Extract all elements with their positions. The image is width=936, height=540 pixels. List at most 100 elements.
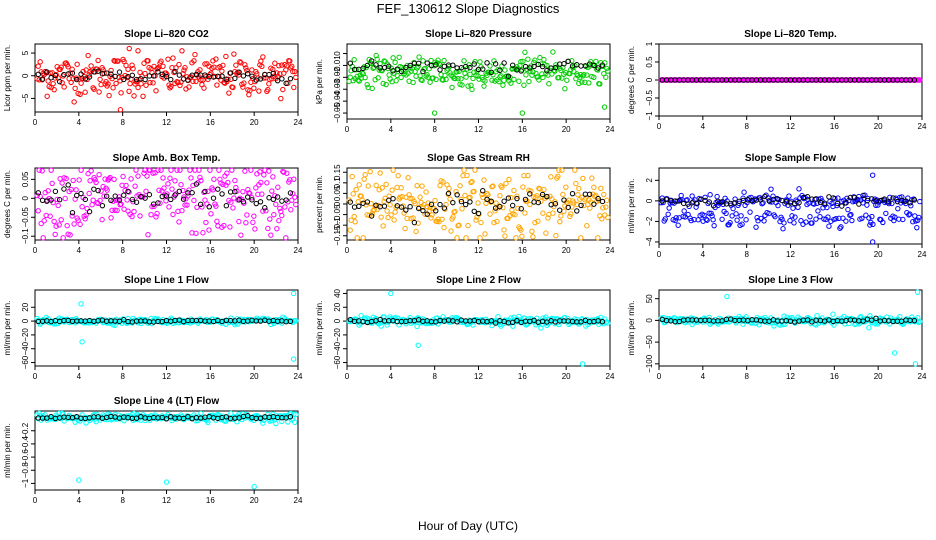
y-tick-label: 0: [645, 198, 654, 203]
data-point: [771, 323, 777, 329]
data-point: [202, 61, 208, 67]
data-point: [391, 217, 397, 223]
data-point: [598, 185, 604, 192]
x-tick-label: 12: [786, 122, 795, 131]
panel-title: Slope Line 3 Flow: [748, 275, 833, 286]
reference-point: [257, 76, 264, 82]
y-tick-label: 2: [645, 178, 654, 183]
data-point: [236, 218, 242, 225]
data-point: [704, 217, 710, 223]
reference-point: [869, 317, 875, 323]
panel-9: Slope Line 4 (LT) Flow ml/min per min. 0 4 8…: [3, 396, 303, 505]
reference-point: [206, 204, 212, 210]
series-points: [34, 290, 299, 362]
data-point: [90, 197, 96, 203]
x-tick-label: 24: [606, 372, 615, 381]
data-point: [564, 77, 570, 83]
data-point: [605, 214, 611, 221]
data-point: [351, 56, 357, 63]
data-point: [410, 215, 416, 221]
series-points: [346, 49, 611, 116]
data-point: [293, 201, 299, 208]
x-tick-label: 20: [874, 372, 883, 381]
y-axis-label: ml/min per min.: [315, 301, 324, 356]
x-tick-label: 8: [120, 372, 125, 381]
data-point: [95, 57, 101, 64]
data-point: [35, 63, 41, 69]
data-point: [112, 58, 118, 64]
y-tick-label: −0.05: [333, 204, 342, 225]
reference-point: [215, 186, 221, 192]
series-points: [34, 410, 299, 490]
data-point: [153, 88, 159, 94]
reference-point: [287, 190, 294, 196]
reference-point: [492, 320, 499, 326]
data-point: [174, 167, 180, 173]
reference-point: [881, 196, 888, 202]
data-point: [415, 63, 421, 70]
panel-5: Slope Sample Flow ml/min per min. 0 4 8 12 16 2…: [627, 153, 927, 259]
data-point: [47, 70, 53, 76]
data-point: [250, 219, 256, 226]
y-tick-label: −20: [333, 328, 342, 342]
reference-point: [544, 193, 550, 200]
x-tick-label: 16: [206, 496, 215, 505]
data-point: [454, 235, 460, 241]
data-point: [172, 178, 178, 184]
data-point: [238, 232, 244, 238]
series-points: [34, 167, 299, 241]
data-point: [347, 74, 353, 80]
reference-point: [420, 207, 426, 214]
reference-point: [454, 319, 460, 325]
outlier-point: [869, 172, 876, 178]
data-point: [471, 188, 477, 195]
data-point: [145, 231, 151, 238]
reference-point: [595, 195, 601, 202]
data-point: [395, 173, 401, 179]
x-tick-label: 24: [294, 246, 303, 255]
data-point: [573, 180, 579, 187]
reference-point: [591, 62, 597, 69]
data-point: [173, 191, 179, 197]
data-point: [226, 90, 232, 96]
data-point: [908, 203, 914, 209]
data-point: [392, 209, 398, 215]
data-point: [148, 211, 154, 218]
reference-point: [403, 207, 409, 213]
x-tick-label: 12: [162, 246, 171, 255]
data-point: [283, 235, 289, 241]
data-point: [508, 194, 514, 201]
data-point: [167, 175, 173, 181]
data-point: [541, 56, 547, 63]
reference-point: [95, 68, 101, 74]
x-tick-label: 16: [518, 372, 527, 381]
panel-title: Slope Line 2 Flow: [436, 275, 521, 286]
data-point: [390, 167, 396, 173]
data-point: [448, 228, 454, 234]
reference-point: [458, 198, 465, 205]
x-tick-label: 16: [830, 372, 839, 381]
data-point: [223, 53, 229, 60]
reference-point: [249, 197, 255, 203]
data-point: [558, 213, 564, 219]
y-tick-label: −0.03: [333, 79, 342, 100]
data-point: [473, 217, 479, 223]
data-point: [157, 200, 163, 206]
x-tick-label: 12: [786, 372, 795, 381]
y-tick-label: 20: [21, 302, 30, 311]
data-point: [456, 222, 462, 228]
reference-point: [830, 195, 836, 201]
data-point: [241, 80, 247, 86]
data-point: [63, 175, 69, 182]
reference-point: [531, 63, 537, 70]
data-point: [666, 205, 672, 211]
data-point: [259, 191, 265, 197]
data-point: [465, 222, 471, 229]
x-tick-label: 4: [77, 118, 82, 127]
data-point: [151, 203, 157, 210]
data-point: [211, 176, 217, 182]
x-tick-label: 12: [474, 125, 483, 134]
x-tick-label: 24: [606, 246, 615, 255]
reference-point: [364, 199, 371, 205]
